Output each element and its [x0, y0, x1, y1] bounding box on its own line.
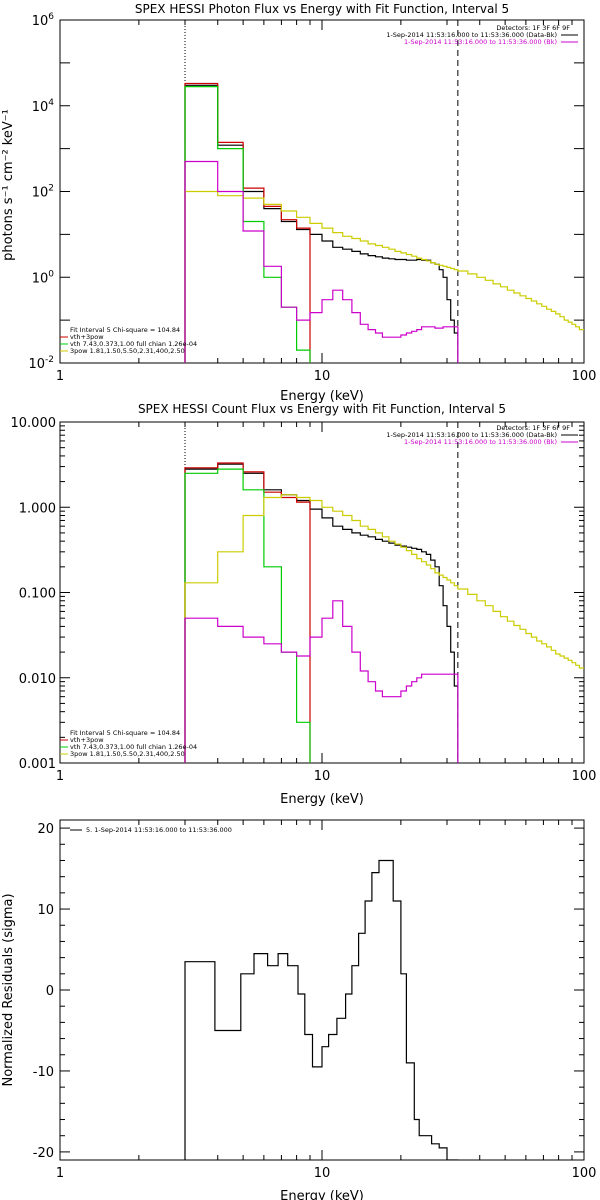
- residuals-legend: 5. 1-Sep-2014 11:53:16.000 to 11:53:36.0…: [70, 826, 232, 834]
- panel-photon-flux: SPEX HESSI Photon Flux vs Energy with Fi…: [1, 2, 596, 404]
- legend-fit-interval: Fit Interval 5 Chi-square = 104.84: [70, 326, 180, 334]
- y-tick-label: -20: [33, 1146, 54, 1161]
- legend-3pow: 3pow 1.81,1.50,5.50,2.31,400,2.50: [70, 347, 185, 355]
- plot-frame: [59, 421, 585, 764]
- photon-legend-top: Detectors: 1F 3F 6F 9F 1-Sep-2014 11:53:…: [386, 24, 578, 46]
- y-tick-label: 0.010: [19, 672, 56, 687]
- residuals-plot-area: 1 10 100 -20 -10 0 10 20: [33, 819, 597, 1181]
- y-tick-label: 0: [46, 984, 54, 999]
- svg-text:photons s⁻¹ cm⁻² keV⁻¹: photons s⁻¹ cm⁻² keV⁻¹: [1, 109, 16, 261]
- count-legend-top: Detectors: 1F 3F 6F 9F 1-Sep-2014 11:53:…: [386, 424, 578, 446]
- series-line-1: [184, 82, 311, 363]
- x-tick-label: 100: [572, 769, 597, 784]
- x-tick-label: 1: [56, 369, 64, 384]
- series-line-4: [184, 160, 459, 363]
- series-line-4: [184, 600, 459, 763]
- x-tick-label: 10: [314, 769, 331, 784]
- residuals-y-axis-label: Normalized Residuals (sigma): [1, 893, 16, 1086]
- count-legend-bottom: Fit Interval 5 Chi-square = 104.84 vth+3…: [60, 729, 197, 758]
- x-tick-label: 100: [572, 1166, 597, 1181]
- y-tick-label: 0.001: [19, 757, 56, 772]
- legend-fit-interval: Fit Interval 5 Chi-square = 104.84: [70, 729, 180, 737]
- residuals-x-axis-label: Energy (keV): [280, 1189, 364, 1200]
- legend-vth: vth 7.43,0.373,1.00 full chian 1.26e-04: [70, 743, 197, 751]
- x-tick-label: 1: [56, 769, 64, 784]
- panel-count-flux: SPEX HESSI Count Flux vs Energy with Fit…: [11, 402, 597, 807]
- legend-detectors: Detectors: 1F 3F 6F 9F: [496, 424, 570, 432]
- y-tick-label: 106: [32, 12, 55, 29]
- series-line-0: [184, 463, 459, 763]
- legend-residual: 5. 1-Sep-2014 11:53:16.000 to 11:53:36.0…: [86, 826, 232, 834]
- series-line-3: [184, 190, 584, 363]
- y-tick-label: 102: [32, 184, 54, 201]
- series-line-0: [184, 859, 459, 1160]
- y-tick-label: 100: [32, 269, 55, 286]
- x-tick-label: 10: [314, 1166, 331, 1181]
- legend-data-bk: 1-Sep-2014 11:53:16.000 to 11:53:36.000 …: [386, 431, 557, 439]
- plot-frame: [59, 819, 585, 1161]
- panel-residuals: Normalized Residuals (sigma) Energy (keV…: [1, 819, 597, 1200]
- legend-total: vth+3pow: [70, 736, 104, 744]
- y-tick-label: 0.100: [19, 587, 56, 602]
- y-tick-label: 20: [37, 822, 54, 837]
- series-line-2: [184, 468, 311, 763]
- y-tick-label: -10: [33, 1065, 54, 1080]
- photon-chart-title: SPEX HESSI Photon Flux vs Energy with Fi…: [135, 2, 509, 16]
- legend-data-bk: 1-Sep-2014 11:53:16.000 to 11:53:36.000 …: [386, 31, 557, 39]
- y-tick-label: 10: [37, 903, 54, 918]
- y-tick-label: 10-2: [28, 355, 54, 372]
- photon-x-axis-label: Energy (keV): [280, 389, 364, 404]
- y-tick-label: 1.000: [19, 501, 56, 516]
- legend-bk: 1-Sep-2014 11:53:16.000 to 11:53:36.000 …: [404, 38, 557, 46]
- legend-detectors: Detectors: 1F 3F 6F 9F: [496, 24, 570, 32]
- y-tick-label: 10.000: [11, 416, 57, 431]
- photon-legend-bottom: Fit Interval 5 Chi-square = 104.84 vth+3…: [60, 326, 197, 355]
- legend-vth: vth 7.43,0.373,1.00 full chian 1.26e-04: [70, 340, 197, 348]
- legend-total: vth+3pow: [70, 333, 104, 341]
- x-tick-label: 100: [572, 369, 597, 384]
- photon-y-axis-label: photons s⁻¹ cm⁻² keV⁻¹: [1, 109, 16, 261]
- legend-bk: 1-Sep-2014 11:53:16.000 to 11:53:36.000 …: [404, 438, 557, 446]
- y-tick-label: 104: [32, 98, 55, 115]
- x-tick-label: 1: [56, 1166, 64, 1181]
- x-tick-label: 10: [314, 369, 331, 384]
- svg-text:Normalized Residuals (sigma): Normalized Residuals (sigma): [1, 893, 16, 1086]
- series-line-0: [184, 84, 459, 363]
- count-chart-title: SPEX HESSI Count Flux vs Energy with Fit…: [138, 402, 506, 416]
- count-plot-area: 1 10 100 0.001 0.010 0.100 1.000 10.000: [11, 416, 597, 784]
- series-line-1: [184, 462, 311, 763]
- series-line-3: [184, 494, 584, 763]
- count-x-axis-label: Energy (keV): [280, 792, 364, 807]
- legend-3pow: 3pow 1.81,1.50,5.50,2.31,400,2.50: [70, 750, 185, 758]
